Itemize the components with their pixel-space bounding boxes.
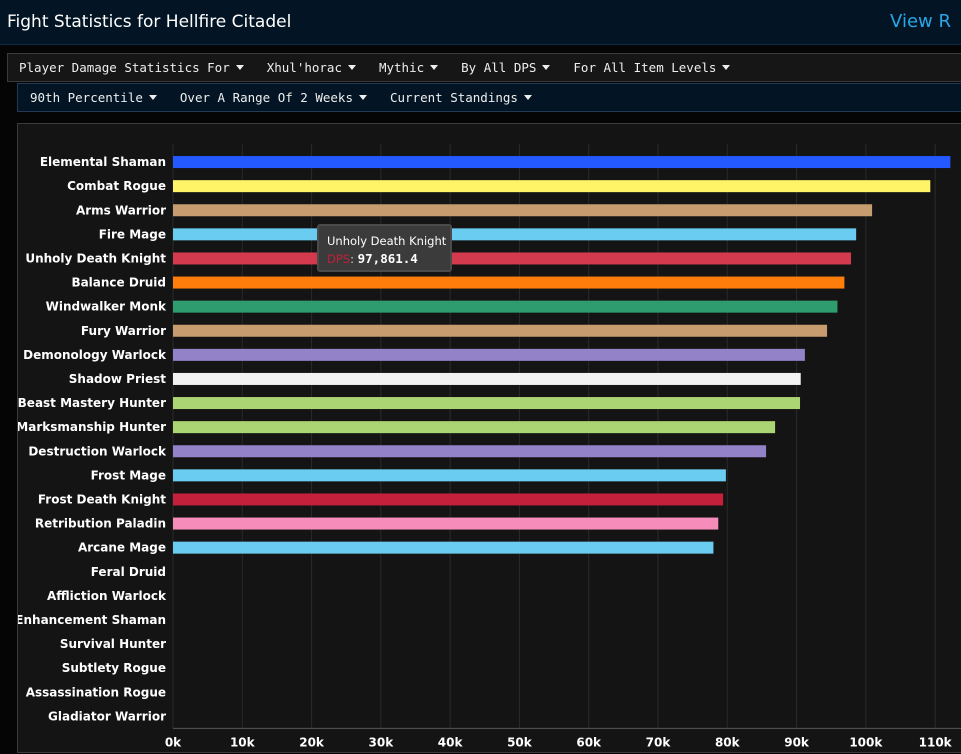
x-tick-label: 60k: [576, 735, 602, 749]
chart-tooltip: Unholy Death Knight DPS: 97,861.4: [317, 224, 452, 272]
tooltip-metric-label: DPS: [327, 252, 351, 266]
bar: [173, 348, 805, 361]
caret-down-icon: [722, 65, 731, 70]
dropdown-label: Player Damage Statistics For: [19, 60, 230, 75]
category-label: Assassination Rogue: [26, 685, 166, 699]
category-label: Feral Druid: [91, 565, 166, 579]
category-label: Subtlety Rogue: [62, 661, 166, 675]
bar: [173, 156, 951, 169]
category-label: Enhancement Shaman: [18, 613, 166, 627]
category-label: Beast Mastery Hunter: [18, 396, 166, 410]
filter-bar-primary: Player Damage Statistics For Xhul'horac …: [7, 53, 961, 82]
time-range-dropdown[interactable]: Over A Range Of 2 Weeks: [180, 90, 367, 105]
category-label: Arcane Mage: [78, 541, 166, 555]
category-label: Frost Death Knight: [38, 492, 166, 506]
category-label: Elemental Shaman: [40, 155, 166, 169]
statistics-type-dropdown[interactable]: Player Damage Statistics For: [19, 60, 244, 75]
bar: [173, 541, 714, 554]
bar: [173, 445, 767, 458]
category-label: Shadow Priest: [69, 372, 166, 386]
x-tick-label: 50k: [507, 735, 533, 749]
caret-down-icon: [148, 95, 157, 100]
dropdown-label: For All Item Levels: [573, 60, 717, 75]
category-label: Arms Warrior: [76, 203, 166, 217]
category-label: Destruction Warlock: [28, 444, 167, 458]
dropdown-label: 90th Percentile: [30, 90, 143, 105]
category-label: Marksmanship Hunter: [18, 420, 166, 434]
chart-panel: 0k 10k 20k 30k 40k 50k 60k 70k 80k 90k 100k 110k Ele…: [17, 123, 961, 753]
category-label: Unholy Death Knight: [25, 251, 166, 265]
category-label: Frost Mage: [91, 468, 166, 482]
bar: [173, 276, 845, 289]
caret-down-icon: [542, 65, 551, 70]
x-tick-label: 0k: [165, 735, 182, 749]
bar: [173, 372, 801, 385]
bar: [173, 180, 931, 193]
difficulty-dropdown[interactable]: Mythic: [378, 60, 439, 75]
caret-down-icon: [523, 95, 532, 100]
bar: [173, 397, 801, 410]
item-level-dropdown[interactable]: For All Item Levels: [573, 60, 731, 75]
x-tick-label: 40k: [438, 735, 464, 749]
filter-bar-secondary: 90th Percentile Over A Range Of 2 Weeks …: [17, 83, 961, 112]
category-label: Balance Druid: [71, 276, 166, 290]
dropdown-label: Current Standings: [389, 90, 518, 105]
bar: [173, 300, 838, 313]
title-bar: Fight Statistics for Hellfire Citadel Vi…: [0, 0, 961, 45]
x-tick-label: 70k: [646, 735, 672, 749]
view-link[interactable]: View R: [890, 11, 951, 32]
dps-bar-chart: 0k 10k 20k 30k 40k 50k 60k 70k 80k 90k 100k 110k Ele…: [18, 144, 961, 749]
caret-down-icon: [358, 95, 367, 100]
dropdown-label: By All DPS: [461, 60, 537, 75]
boss-dropdown[interactable]: Xhul'horac: [267, 60, 356, 75]
category-label: Affliction Warlock: [47, 589, 167, 603]
bar: [173, 469, 726, 482]
tooltip-spec-name: Unholy Death Knight: [327, 234, 447, 248]
bar: [173, 421, 776, 434]
x-tick-label: 10k: [230, 735, 256, 749]
caret-down-icon: [235, 65, 244, 70]
caret-down-icon: [347, 65, 356, 70]
category-label: Retribution Paladin: [35, 517, 166, 531]
bar: [173, 324, 828, 337]
dropdown-label: Mythic: [378, 60, 425, 75]
bar: [173, 204, 873, 217]
page-title: Fight Statistics for Hellfire Citadel: [7, 12, 292, 32]
x-tick-label: 80k: [715, 735, 741, 749]
category-label: Gladiator Warrior: [48, 709, 166, 723]
x-tick-label: 30k: [369, 735, 395, 749]
category-label: Demonology Warlock: [23, 348, 167, 362]
category-label: Fury Warrior: [81, 324, 166, 338]
bar: [173, 517, 719, 530]
x-tick-label: 20k: [299, 735, 325, 749]
tooltip-metric-value: 97,861.4: [357, 251, 418, 266]
caret-down-icon: [430, 65, 439, 70]
bar: [173, 493, 724, 506]
dropdown-label: Xhul'horac: [266, 60, 342, 75]
bar: [173, 252, 852, 265]
category-label: Windwalker Monk: [46, 300, 167, 314]
x-tick-label: 90k: [784, 735, 810, 749]
bar: [173, 228, 857, 241]
role-dropdown[interactable]: By All DPS: [461, 60, 551, 75]
dropdown-label: Over A Range Of 2 Weeks: [179, 90, 353, 105]
standings-dropdown[interactable]: Current Standings: [390, 90, 532, 105]
x-tick-label: 110k: [919, 735, 953, 749]
tooltip-value-line: DPS: 97,861.4: [327, 251, 418, 266]
percentile-dropdown[interactable]: 90th Percentile: [30, 90, 157, 105]
category-label: Fire Mage: [99, 227, 166, 241]
category-label: Combat Rogue: [67, 179, 166, 193]
category-label: Survival Hunter: [60, 637, 166, 651]
x-tick-label: 100k: [849, 735, 883, 749]
